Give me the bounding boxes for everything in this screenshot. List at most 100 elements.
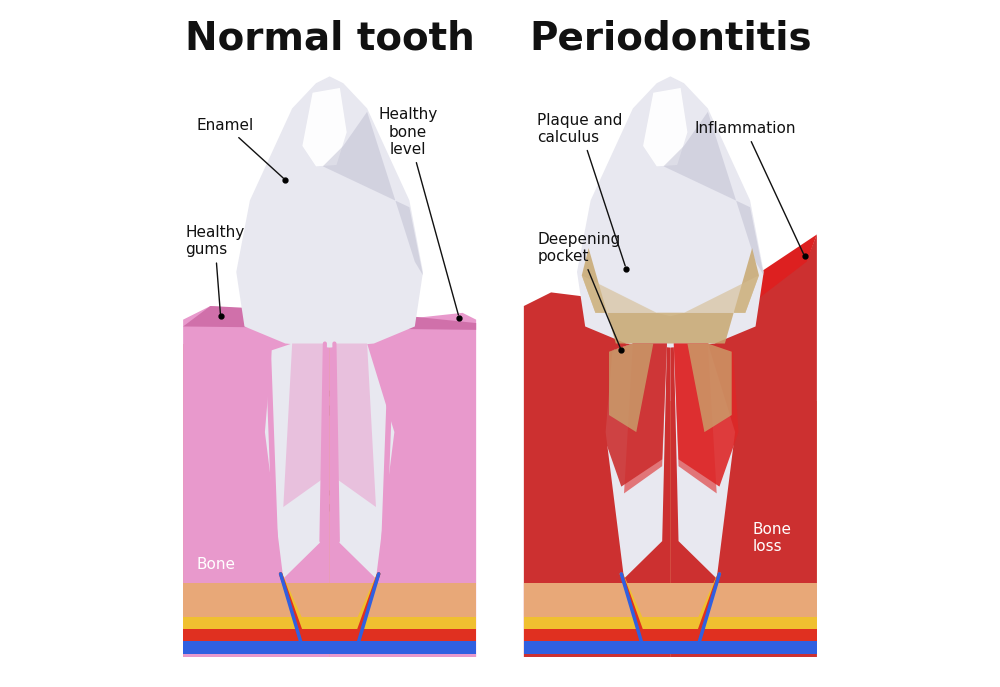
Ellipse shape	[569, 442, 580, 450]
Text: Healthy
gums: Healthy gums	[185, 225, 244, 313]
Ellipse shape	[589, 523, 600, 528]
Ellipse shape	[598, 487, 606, 502]
Ellipse shape	[442, 620, 447, 627]
Ellipse shape	[649, 410, 662, 417]
Ellipse shape	[657, 472, 663, 488]
Ellipse shape	[638, 471, 648, 484]
Ellipse shape	[716, 405, 725, 412]
Ellipse shape	[671, 587, 682, 597]
Ellipse shape	[716, 438, 725, 442]
Ellipse shape	[679, 644, 692, 655]
Ellipse shape	[656, 574, 665, 583]
Ellipse shape	[459, 521, 468, 531]
Ellipse shape	[356, 594, 362, 604]
Ellipse shape	[323, 491, 333, 496]
Ellipse shape	[593, 588, 604, 595]
Polygon shape	[183, 583, 476, 617]
Ellipse shape	[252, 548, 264, 557]
Ellipse shape	[311, 558, 320, 567]
Text: Bone: Bone	[197, 557, 236, 572]
Polygon shape	[183, 629, 476, 641]
Ellipse shape	[369, 552, 379, 561]
Polygon shape	[582, 275, 759, 316]
Ellipse shape	[197, 456, 206, 463]
Ellipse shape	[389, 416, 395, 422]
Ellipse shape	[332, 416, 340, 423]
Ellipse shape	[200, 505, 206, 516]
Polygon shape	[577, 76, 764, 348]
Polygon shape	[609, 344, 653, 432]
Ellipse shape	[220, 431, 232, 442]
Ellipse shape	[558, 413, 567, 421]
Ellipse shape	[267, 594, 277, 609]
Ellipse shape	[339, 365, 352, 373]
Ellipse shape	[783, 484, 786, 501]
Polygon shape	[670, 234, 817, 657]
Ellipse shape	[684, 465, 696, 475]
Ellipse shape	[634, 586, 641, 594]
Ellipse shape	[679, 539, 687, 547]
Ellipse shape	[538, 420, 547, 434]
Ellipse shape	[567, 612, 574, 627]
Ellipse shape	[223, 498, 231, 506]
Ellipse shape	[596, 431, 603, 443]
Polygon shape	[524, 617, 817, 629]
Ellipse shape	[679, 511, 694, 517]
Polygon shape	[524, 641, 817, 653]
Polygon shape	[302, 88, 347, 166]
Ellipse shape	[364, 621, 373, 629]
Ellipse shape	[278, 425, 286, 438]
Ellipse shape	[291, 359, 306, 365]
Ellipse shape	[334, 606, 348, 610]
Polygon shape	[674, 344, 739, 486]
Ellipse shape	[642, 605, 648, 622]
Ellipse shape	[770, 582, 778, 589]
Ellipse shape	[593, 510, 601, 518]
Ellipse shape	[282, 427, 295, 438]
Ellipse shape	[198, 390, 211, 397]
Ellipse shape	[309, 622, 317, 631]
Ellipse shape	[579, 620, 586, 627]
Ellipse shape	[793, 413, 802, 421]
Ellipse shape	[390, 479, 399, 488]
Polygon shape	[330, 313, 476, 657]
Polygon shape	[183, 306, 476, 338]
Text: Periodontitis: Periodontitis	[529, 20, 812, 58]
Polygon shape	[524, 583, 817, 617]
Ellipse shape	[368, 401, 378, 410]
Ellipse shape	[357, 350, 365, 357]
Ellipse shape	[364, 636, 373, 649]
Ellipse shape	[727, 500, 733, 504]
Ellipse shape	[287, 421, 294, 425]
Ellipse shape	[551, 609, 563, 622]
Ellipse shape	[437, 575, 445, 581]
Polygon shape	[624, 344, 667, 493]
Polygon shape	[333, 344, 394, 578]
Ellipse shape	[596, 641, 602, 646]
Ellipse shape	[231, 627, 241, 639]
Ellipse shape	[308, 397, 312, 412]
Ellipse shape	[324, 504, 330, 512]
Ellipse shape	[452, 570, 460, 579]
Ellipse shape	[778, 492, 791, 497]
Text: Deepening
pocket: Deepening pocket	[537, 232, 621, 348]
Ellipse shape	[798, 487, 809, 497]
Polygon shape	[283, 344, 326, 507]
Ellipse shape	[220, 436, 231, 447]
Polygon shape	[674, 344, 735, 578]
Ellipse shape	[434, 529, 441, 538]
Ellipse shape	[203, 486, 212, 496]
Text: Plaque and
calculus: Plaque and calculus	[537, 113, 625, 266]
Ellipse shape	[267, 530, 280, 539]
Polygon shape	[333, 344, 376, 507]
Polygon shape	[524, 629, 817, 641]
Ellipse shape	[442, 388, 452, 397]
Text: Normal tooth: Normal tooth	[185, 20, 475, 58]
Ellipse shape	[434, 544, 438, 554]
Text: Bone
loss: Bone loss	[752, 521, 791, 554]
Ellipse shape	[691, 568, 698, 574]
Ellipse shape	[703, 566, 713, 574]
Ellipse shape	[734, 631, 744, 638]
Ellipse shape	[687, 407, 696, 411]
Ellipse shape	[637, 497, 645, 510]
